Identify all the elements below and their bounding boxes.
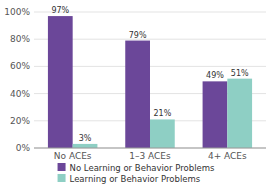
legend: No Learning or Behavior ProblemsLearning… — [58, 163, 215, 184]
x-tick-label: No ACEs — [54, 151, 92, 161]
chart: 0% 20% 40% 60% 80% 100% 97% 79% 49% 3% 21% 51% No AC… — [0, 0, 272, 186]
data-label: 51% — [231, 69, 249, 78]
data-label: 79% — [129, 31, 147, 40]
y-tick-label: 60% — [10, 61, 30, 71]
x-tick-label: 4+ ACEs — [208, 151, 247, 161]
grid-line — [34, 148, 266, 149]
legend-label: No Learning or Behavior Problems — [70, 163, 215, 173]
x-tick-label: 1–3 ACEs — [129, 151, 171, 161]
bar — [48, 16, 73, 148]
y-tick-label: 0% — [16, 143, 31, 153]
y-tick-label: 80% — [10, 34, 30, 44]
y-tick-label: 20% — [10, 116, 30, 126]
data-label: 49% — [206, 71, 224, 80]
legend-swatch — [58, 174, 66, 182]
bar — [150, 119, 175, 148]
data-label: 97% — [51, 6, 69, 15]
data-label: 21% — [153, 109, 171, 118]
legend-label: Learning or Behavior Problems — [70, 174, 201, 184]
bar — [203, 81, 228, 148]
bar — [125, 41, 150, 148]
bar — [227, 79, 252, 148]
bars — [48, 16, 252, 148]
y-tick-label: 40% — [10, 89, 30, 99]
bar — [73, 144, 98, 148]
data-label: 3% — [79, 134, 92, 143]
legend-swatch — [58, 163, 66, 171]
y-tick-label: 100% — [4, 7, 30, 17]
x-axis-line — [34, 148, 266, 149]
